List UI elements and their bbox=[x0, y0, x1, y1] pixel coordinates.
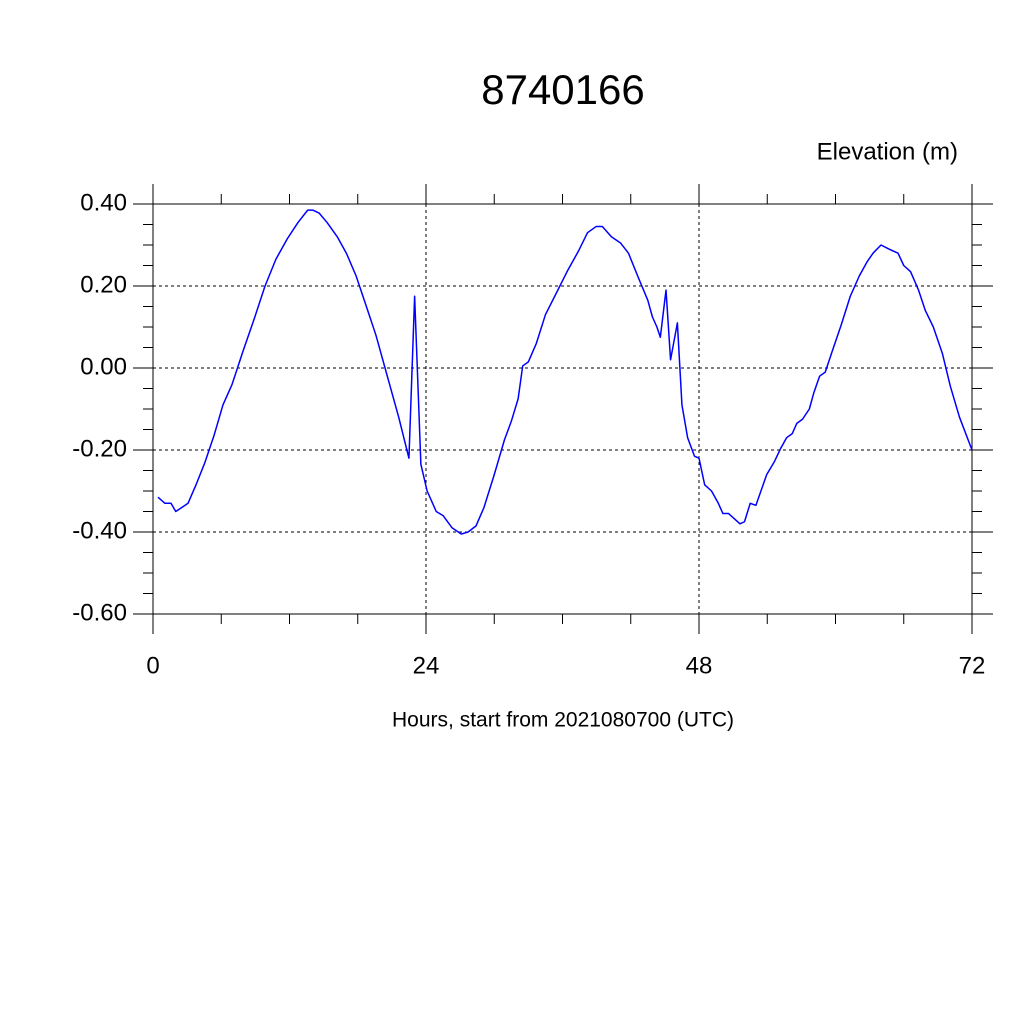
chart-title: 8740166 bbox=[481, 66, 645, 113]
y-tick-label: -0.60 bbox=[72, 599, 127, 626]
plot-frame bbox=[152, 203, 973, 615]
y-tick-label: 0.00 bbox=[80, 353, 127, 380]
y-tick-label: -0.40 bbox=[72, 517, 127, 544]
x-axis-label: Hours, start from 2021080700 (UTC) bbox=[392, 709, 734, 732]
y-tick-label: 0.20 bbox=[80, 271, 127, 298]
y-tick-label: -0.20 bbox=[72, 435, 127, 462]
x-tick-label: 48 bbox=[686, 652, 713, 679]
x-tick-label: 24 bbox=[413, 652, 440, 679]
y-tick-label: 0.40 bbox=[80, 189, 127, 216]
y-axis-label: Elevation (m) bbox=[817, 138, 958, 165]
x-tick-label: 0 bbox=[146, 652, 159, 679]
x-tick-label: 72 bbox=[959, 652, 986, 679]
data-line bbox=[157, 209, 973, 535]
